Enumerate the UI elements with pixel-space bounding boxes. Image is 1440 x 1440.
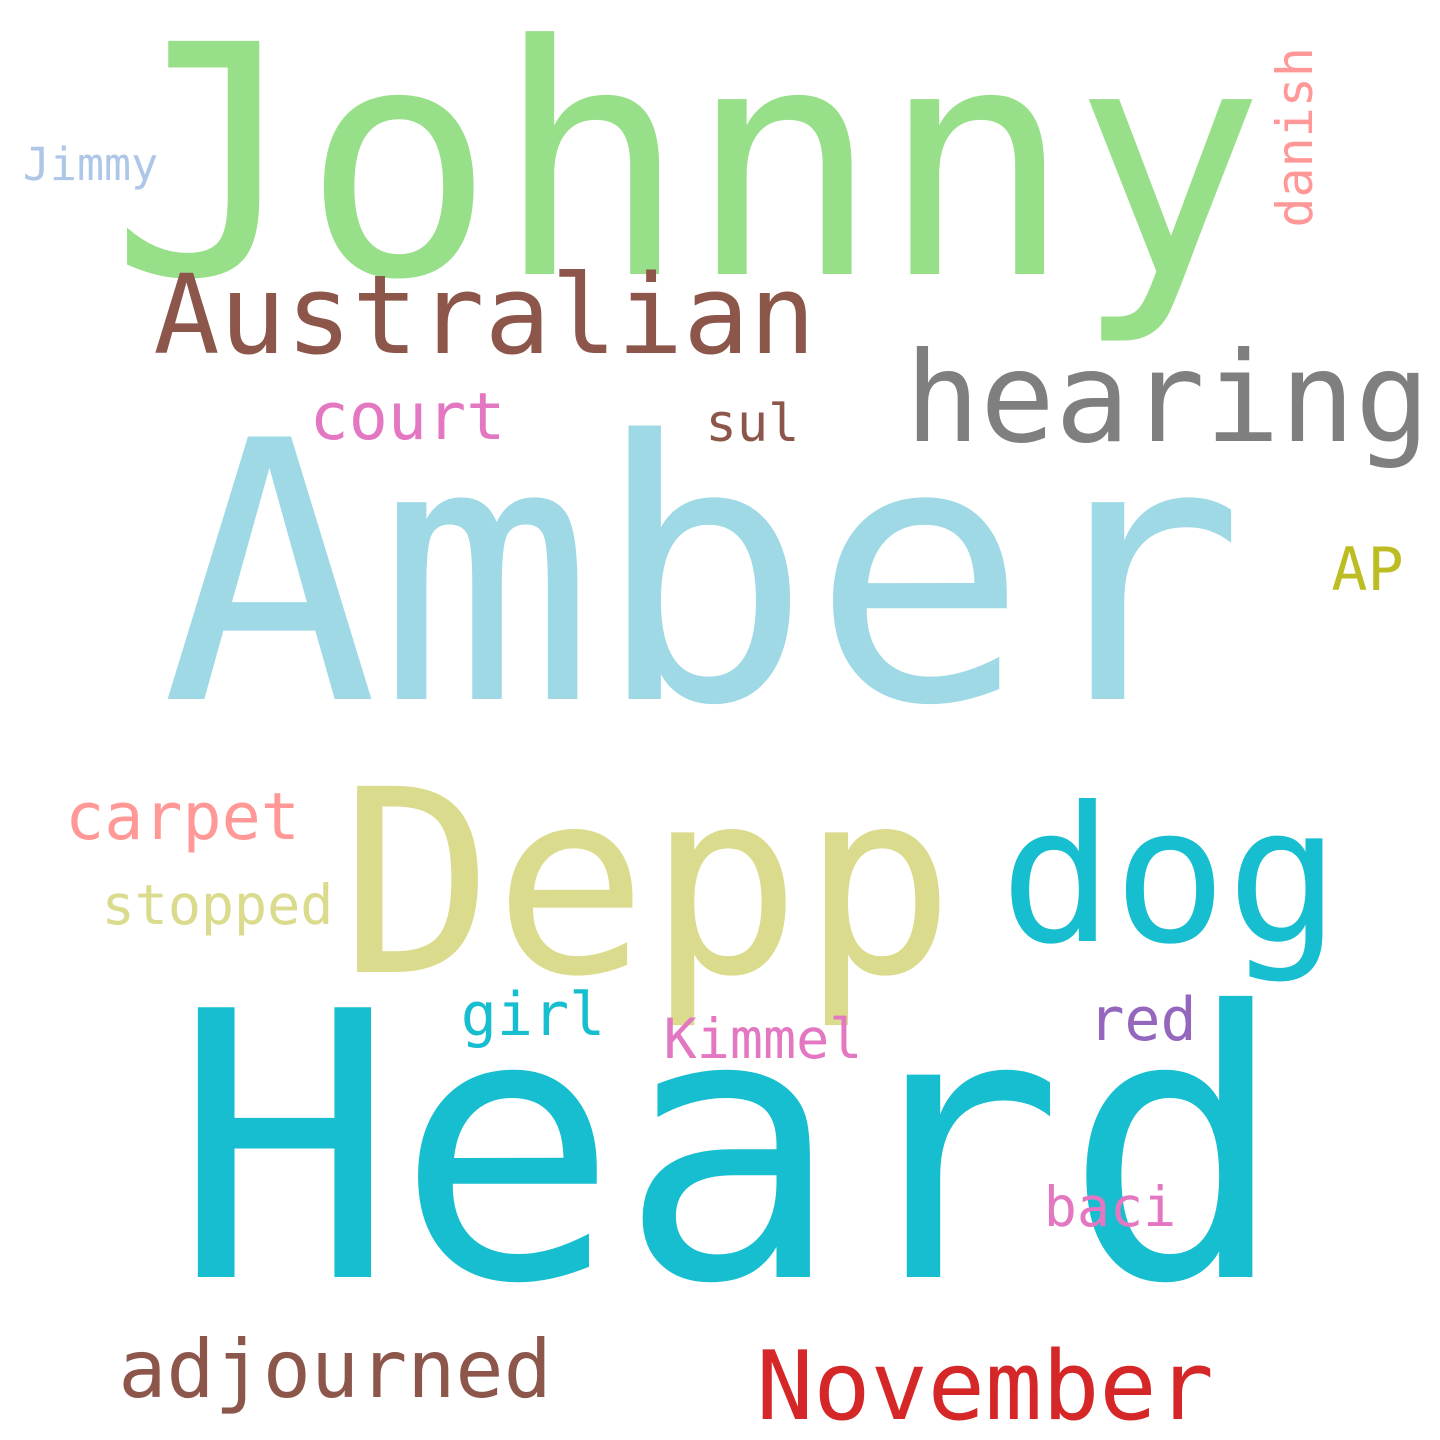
- word-november: November: [756, 1332, 1214, 1440]
- word-kimmel: Kimmel: [663, 1007, 863, 1071]
- word-adjourned: adjourned: [118, 1323, 552, 1416]
- word-amber: Amber: [161, 365, 1245, 784]
- word-stopped: stopped: [101, 873, 334, 937]
- word-red: red: [1088, 985, 1197, 1055]
- word-hearing: hearing: [905, 325, 1430, 471]
- word-johnny: Johnny: [110, 0, 1265, 351]
- word-ap: AP: [1331, 535, 1404, 605]
- word-depp: Depp: [340, 736, 955, 1034]
- word-jimmy: Jimmy: [22, 138, 159, 191]
- word-carpet: carpet: [65, 780, 300, 855]
- word-court: court: [309, 380, 506, 455]
- word-girl: girl: [460, 980, 606, 1050]
- word-sul: sul: [705, 394, 800, 454]
- word-dog: dog: [1000, 767, 1340, 987]
- word-heard: Heard: [173, 935, 1287, 1365]
- word-baci: baci: [1043, 1175, 1177, 1239]
- word-australian: Australian: [153, 251, 816, 379]
- word-danish: danish: [1266, 47, 1324, 228]
